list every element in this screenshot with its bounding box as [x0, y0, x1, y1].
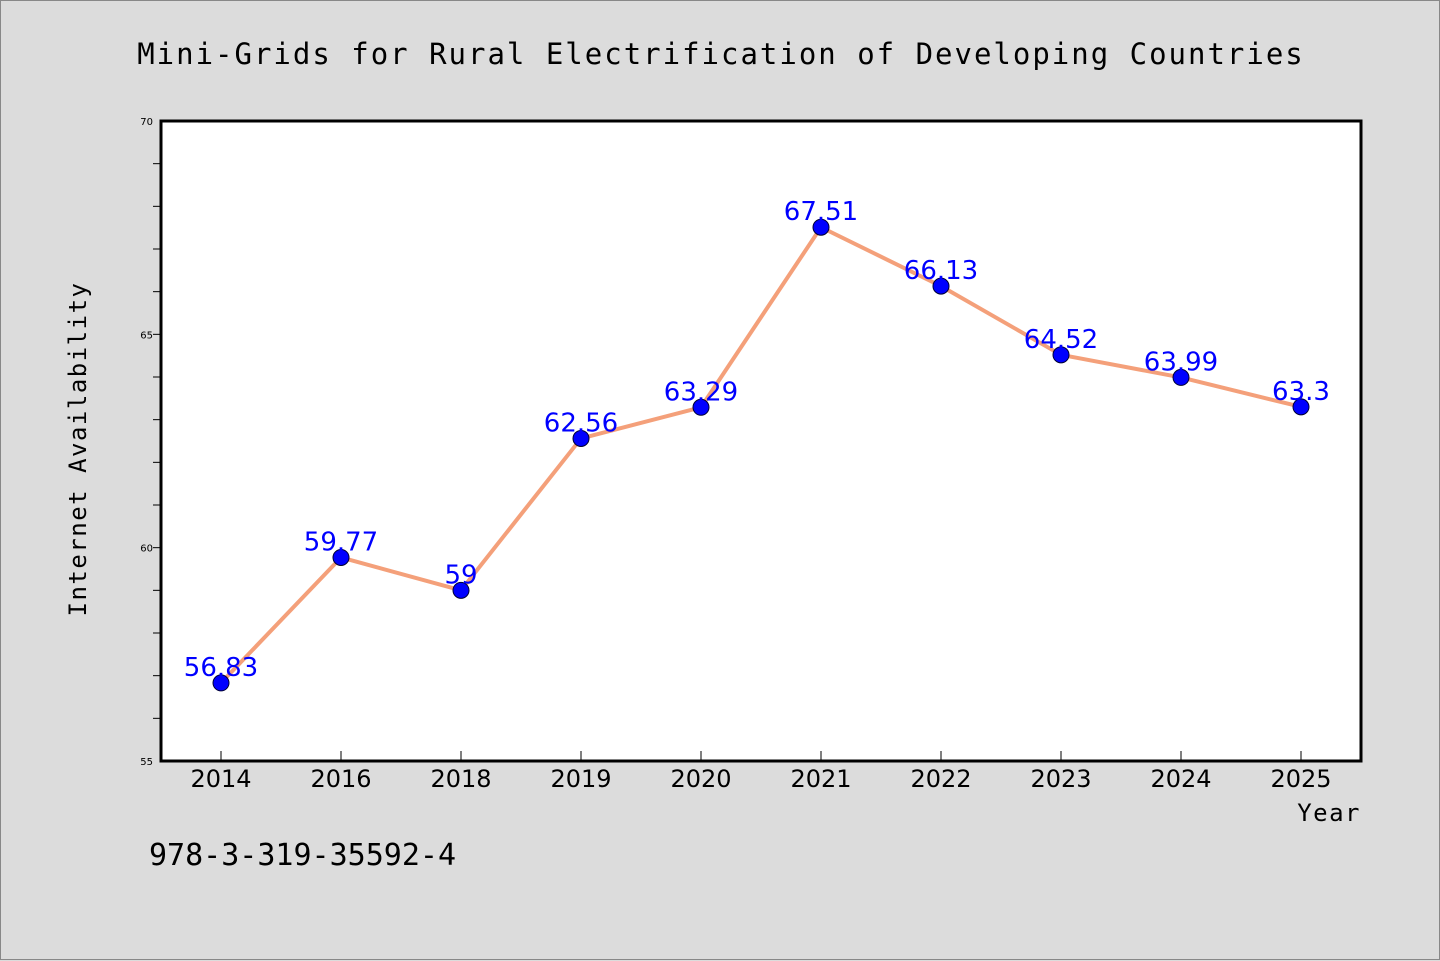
data-point — [932, 277, 950, 295]
data-point — [1172, 368, 1190, 386]
x-tick-label: 2018 — [430, 765, 491, 793]
x-tick-label: 2022 — [910, 765, 971, 793]
data-point — [452, 581, 470, 599]
x-tick-label: 2023 — [1030, 765, 1091, 793]
series-layer: 56.83 59.77 59 62.56 63.29 67.51 66.13 64.52 63.… — [184, 197, 1330, 692]
y-tick-label: 70 — [140, 117, 153, 128]
x-tick-label: 2024 — [1150, 765, 1211, 793]
data-label: 66.13 — [904, 256, 978, 286]
data-label: 56.83 — [184, 653, 258, 683]
x-axis: 2014 2016 2018 2019 2020 2021 2022 2023 2024 2025 — [190, 751, 1332, 793]
y-axis-label: Internet Availability — [64, 282, 92, 617]
data-point — [692, 398, 710, 416]
series-line — [219, 225, 1303, 685]
chart-title: Mini-Grids for Rural Electrification of … — [137, 37, 1305, 71]
data-label: 67.51 — [784, 197, 858, 227]
y-tick-label: 60 — [140, 544, 153, 555]
x-tick-label: 2016 — [310, 765, 371, 793]
data-point — [1052, 346, 1070, 364]
data-label: 63.99 — [1144, 347, 1218, 377]
data-point — [812, 218, 830, 236]
data-point — [332, 548, 350, 566]
data-point — [572, 429, 590, 447]
footer-isbn: 978-3-319-35592-4 — [149, 838, 456, 873]
x-tick-label: 2020 — [670, 765, 731, 793]
x-tick-label: 2021 — [790, 765, 851, 793]
data-label: 62.56 — [544, 408, 618, 438]
data-label: 63.3 — [1272, 377, 1330, 407]
x-tick-label: 2025 — [1270, 765, 1331, 793]
y-tick-label: 55 — [140, 757, 153, 768]
data-label: 64.52 — [1024, 325, 1098, 355]
data-label: 59.77 — [304, 527, 378, 557]
y-tick-label: 65 — [140, 330, 153, 341]
data-point — [212, 674, 230, 692]
data-point — [1292, 398, 1310, 416]
x-tick-label: 2014 — [190, 765, 251, 793]
y-axis: 55 60 65 70 — [140, 117, 161, 768]
x-tick-label: 2019 — [550, 765, 611, 793]
x-axis-label: Year — [1297, 799, 1361, 827]
plot-area — [159, 119, 1363, 763]
data-label: 59 — [444, 560, 477, 590]
data-label: 63.29 — [664, 377, 738, 407]
